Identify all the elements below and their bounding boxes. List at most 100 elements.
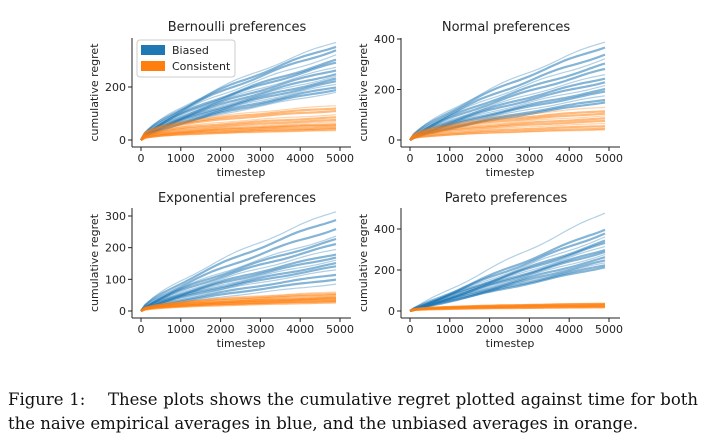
curve-biased (140, 253, 337, 312)
curve-consistent (140, 107, 337, 141)
curve-consistent (409, 127, 606, 141)
curve-consistent (409, 106, 606, 141)
curve-consistent (140, 116, 337, 141)
curve-consistent (140, 124, 337, 141)
legend-label-biased: Biased (172, 44, 209, 57)
curve-biased (140, 273, 337, 312)
curve-biased (140, 49, 337, 141)
y-tick-label: 200 (374, 84, 395, 97)
curve-biased (409, 241, 606, 313)
subplot-title: Pareto preferences (445, 191, 568, 206)
y-tick-label: 200 (105, 81, 126, 94)
subplot-title: Bernoulli preferences (168, 20, 307, 35)
y-tick-label: 200 (374, 264, 395, 277)
x-tick-label: 3000 (515, 323, 543, 336)
x-tick-label: 3000 (246, 323, 274, 336)
x-tick-label: 2000 (476, 152, 504, 165)
curve-consistent (140, 130, 337, 141)
y-tick-label: 400 (374, 223, 395, 236)
subplot-normal: 0 1000 2000 3000 4000 5000 0 200 400 timestep cumu… (357, 20, 623, 179)
x-tick-label: 0 (407, 152, 414, 165)
curve-consistent (409, 119, 606, 141)
y-axis-label: cumulative regret (357, 213, 370, 312)
y-tick-label: 0 (119, 134, 126, 147)
curve-biased (409, 77, 606, 141)
curve-consistent (140, 109, 337, 141)
curve-biased (140, 61, 337, 141)
y-tick-label: 0 (119, 305, 126, 318)
subplot-title: Exponential preferences (158, 191, 316, 206)
curve-biased (140, 211, 337, 312)
curve-biased (140, 66, 337, 141)
curve-consistent (409, 306, 606, 313)
x-tick-label: 0 (138, 152, 145, 165)
subplot-exponential: 0 1000 2000 3000 4000 5000 0 100 200 300 timestep c… (88, 191, 354, 350)
legend-swatch-consistent (141, 61, 165, 71)
x-tick-label: 3000 (246, 152, 274, 165)
x-axis-label: timestep (217, 166, 266, 179)
curve-biased (409, 46, 606, 141)
curve-biased (409, 212, 606, 312)
x-tick-label: 4000 (555, 323, 583, 336)
x-tick-label: 4000 (286, 152, 314, 165)
x-tick-label: 1000 (167, 323, 195, 336)
curve-biased (140, 69, 337, 141)
x-tick-label: 5000 (326, 323, 354, 336)
curve-biased (409, 259, 606, 313)
y-axis-label: cumulative regret (88, 213, 101, 312)
curve-consistent (409, 110, 606, 141)
x-axis-label: timestep (486, 166, 535, 179)
x-tick-label: 4000 (555, 152, 583, 165)
subplot-pareto: 0 1000 2000 3000 4000 5000 0 200 400 timestep cumu… (357, 191, 623, 350)
caption-label: Figure 1: (8, 390, 86, 409)
curve-biased (140, 80, 337, 141)
x-tick-label: 0 (407, 323, 414, 336)
curve-biased (140, 228, 337, 312)
legend-label-consistent: Consistent (172, 60, 231, 73)
figure-caption: Figure 1: These plots shows the cumulati… (8, 388, 698, 436)
curve-biased (409, 41, 606, 141)
curve-consistent (409, 123, 606, 141)
curve-biased (409, 81, 606, 141)
curve-biased (140, 265, 337, 312)
legend-swatch-biased (141, 45, 165, 55)
legend: Biased Consistent (136, 39, 236, 78)
curve-biased (140, 248, 337, 312)
curve-consistent (140, 121, 337, 141)
curve-biased (409, 74, 606, 141)
x-tick-label: 0 (138, 323, 145, 336)
x-tick-label: 4000 (286, 323, 314, 336)
x-axis-label: timestep (217, 337, 266, 350)
x-tick-label: 1000 (436, 323, 464, 336)
curve-biased (409, 53, 606, 141)
curve-biased (140, 41, 337, 141)
curve-biased (409, 246, 606, 312)
x-tick-label: 5000 (595, 152, 623, 165)
x-tick-label: 5000 (595, 323, 623, 336)
curve-consistent (140, 128, 337, 141)
y-tick-label: 400 (374, 33, 395, 46)
y-axis-label: cumulative regret (357, 43, 370, 142)
x-tick-label: 3000 (515, 152, 543, 165)
curve-consistent (140, 105, 337, 141)
curve-consistent (140, 118, 337, 141)
curve-biased (409, 266, 606, 313)
y-tick-label: 200 (105, 242, 126, 255)
subplot-bernoulli: 0 1000 2000 3000 4000 5000 0 200 timestep cumulat… (88, 20, 354, 179)
x-axis-label: timestep (486, 337, 535, 350)
figure: 0 1000 2000 3000 4000 50000200timestepcumulat… (88, 20, 623, 350)
curve-biased (140, 269, 337, 312)
subplot-title: Normal preferences (442, 20, 570, 35)
x-tick-label: 2000 (476, 323, 504, 336)
y-tick-label: 0 (388, 305, 395, 318)
caption-text: These plots shows the cumulative regret … (8, 390, 699, 433)
x-tick-label: 1000 (436, 152, 464, 165)
curve-consistent (409, 125, 606, 141)
x-tick-label: 2000 (207, 152, 235, 165)
curve-consistent (409, 112, 606, 141)
curve-biased (409, 67, 606, 141)
curve-consistent (140, 301, 337, 313)
y-tick-label: 300 (105, 210, 126, 223)
x-tick-label: 2000 (207, 323, 235, 336)
x-tick-label: 5000 (326, 152, 354, 165)
